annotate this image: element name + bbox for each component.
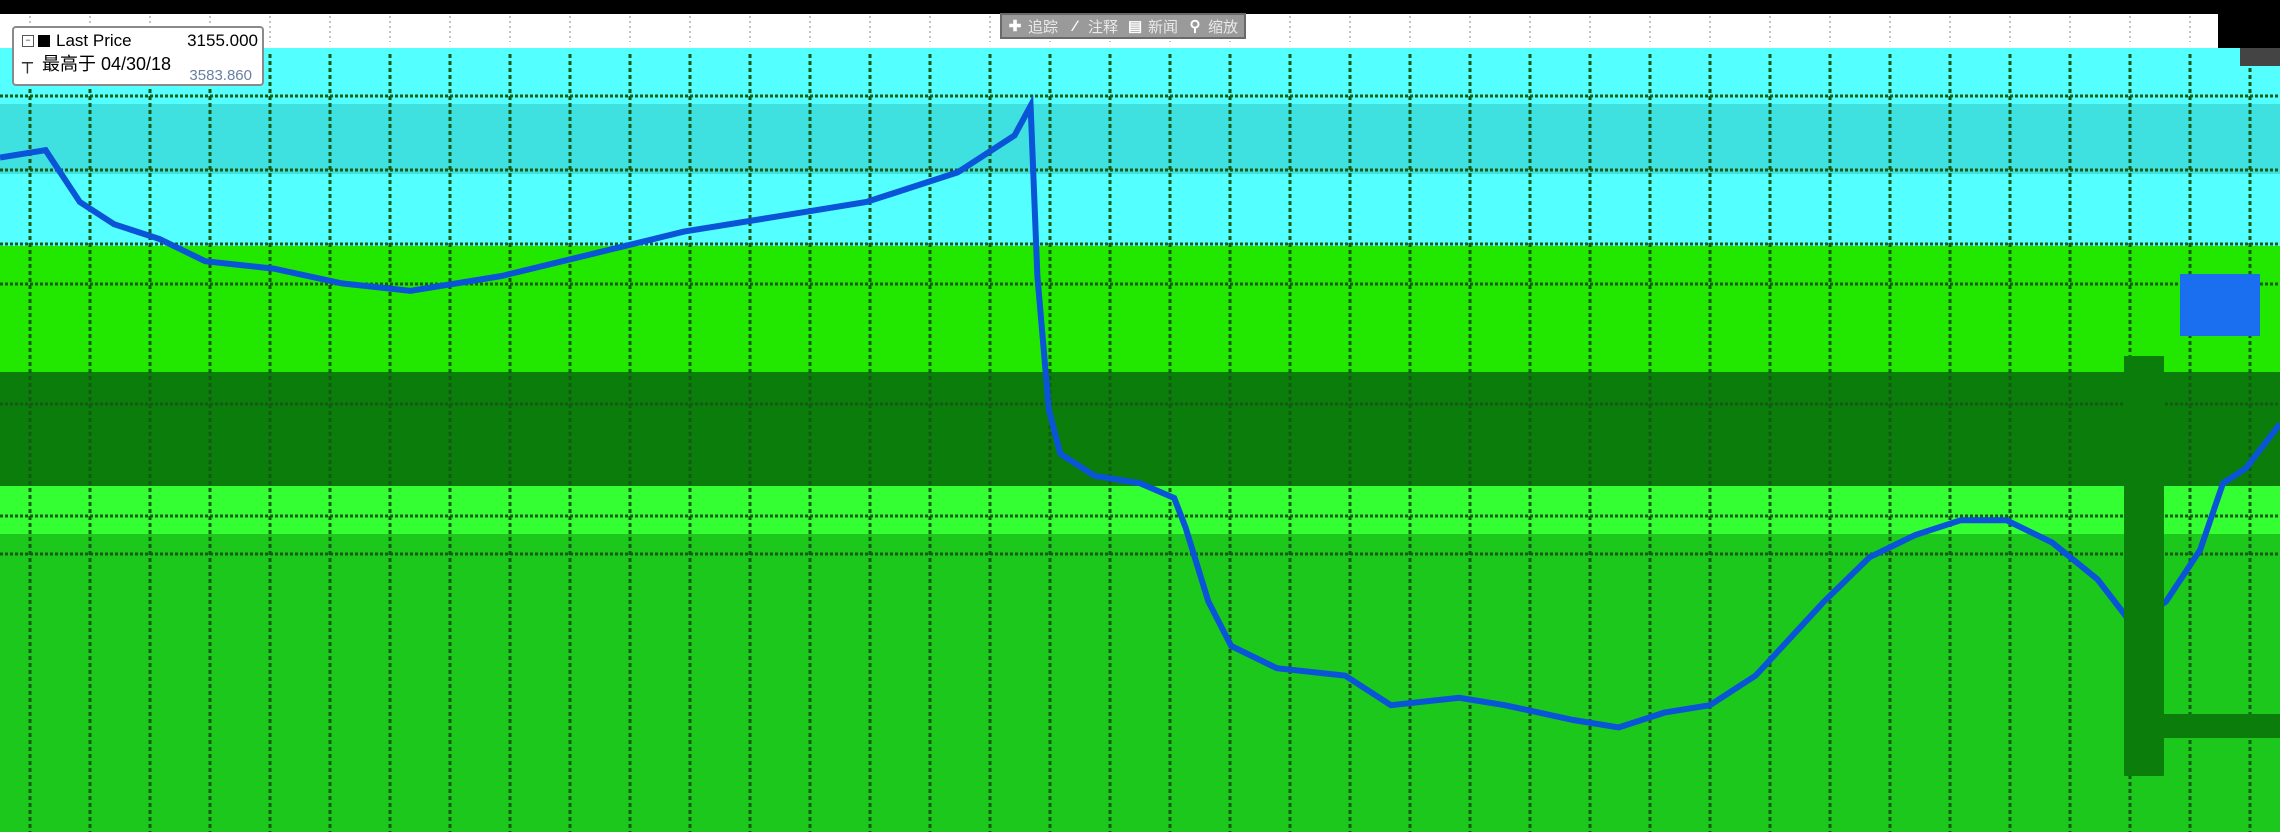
- band-4: [0, 372, 2280, 486]
- news-label: 新闻: [1148, 18, 1179, 36]
- price-line: [0, 94, 2280, 731]
- track-button[interactable]: ✚ 追踪: [1008, 16, 1058, 37]
- dark-column: [2124, 356, 2164, 776]
- track-label: 追踪: [1028, 18, 1059, 36]
- chart-toolbar: ✚ 追踪 ∕ 注释 ▤ 新闻 ⚲ 缩放: [1000, 13, 1247, 39]
- chart-area[interactable]: [0, 14, 2280, 832]
- annotate-button[interactable]: ∕ 注释: [1068, 16, 1118, 37]
- blue-block: [2180, 274, 2260, 336]
- legend-box[interactable]: − Last Price 3155.000 ┬ 最高于 04/30/18 358…: [12, 26, 264, 86]
- band-3: [0, 246, 2280, 372]
- band-6: [0, 534, 2280, 832]
- legend-high-row[interactable]: ┬ 最高于 04/30/18: [22, 52, 262, 75]
- magnifier-icon: ⚲: [1189, 18, 1201, 35]
- band-1: [0, 104, 2280, 174]
- zoom-label: 缩放: [1208, 18, 1239, 36]
- series-lines: [0, 94, 2280, 731]
- collapse-icon[interactable]: −: [22, 35, 34, 47]
- legend-high-value: 3583.860: [189, 67, 252, 84]
- news-icon: ▤: [1128, 18, 1143, 35]
- zoom-button[interactable]: ⚲ 缩放: [1188, 16, 1239, 37]
- band-2: [0, 174, 2280, 246]
- dark-row: [2144, 714, 2280, 738]
- band-5: [0, 486, 2280, 534]
- annotate-label: 注释: [1088, 18, 1119, 36]
- price-chart[interactable]: [0, 14, 2280, 832]
- series-swatch: [38, 35, 50, 47]
- corner-panel: [2218, 12, 2280, 48]
- top-strip: [0, 0, 2280, 14]
- highlight-blocks: [2124, 274, 2280, 776]
- news-button[interactable]: ▤ 新闻: [1128, 16, 1178, 37]
- high-marker-icon: ┬: [22, 52, 33, 74]
- legend-series-value: 3155.000: [187, 31, 258, 50]
- crosshair-icon: ✚: [1008, 18, 1022, 35]
- legend-series-row[interactable]: − Last Price 3155.000: [22, 30, 258, 52]
- chart-grid: [0, 16, 2280, 832]
- corner-strip: [2240, 48, 2280, 66]
- pen-icon: ∕: [1073, 17, 1077, 35]
- background-bands: [0, 14, 2280, 832]
- legend-high-label: 最高于 04/30/18: [42, 54, 172, 74]
- legend-series-label: Last Price: [56, 31, 132, 50]
